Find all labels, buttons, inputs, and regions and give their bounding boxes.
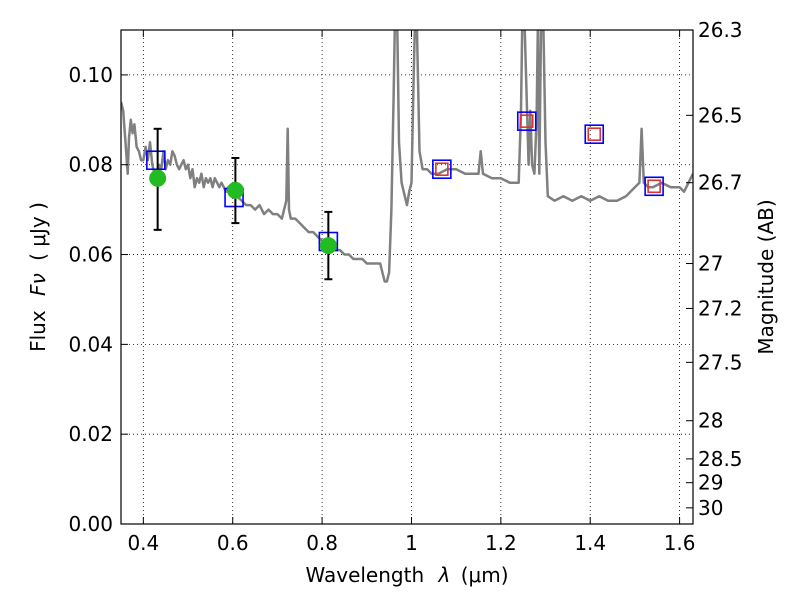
right-axis-label: Magnitude (AB) — [754, 199, 778, 354]
x-tick-label: 0.4 — [127, 531, 159, 555]
model-flux-square — [647, 179, 661, 194]
x-tick-label: 0.8 — [306, 531, 338, 555]
x-axis-label-text: Wavelength — [305, 563, 424, 587]
model-flux-square — [146, 150, 166, 171]
right-tick-label: 28 — [698, 409, 723, 433]
model-flux-square — [519, 114, 534, 128]
y-axis-label-symbol: Fν — [26, 273, 50, 296]
observed-flux-point — [149, 169, 167, 187]
x-tick-label: 1.2 — [485, 531, 517, 555]
y-tick-label: 0.02 — [68, 422, 113, 446]
grid — [121, 30, 693, 525]
model-flux-square — [584, 124, 605, 144]
right-tick-label: 27.2 — [698, 296, 743, 320]
y-axis-label-text: Flux — [26, 310, 50, 352]
y-tick-label: 0.00 — [68, 512, 113, 536]
plot-series — [121, 30, 693, 283]
y-tick-label: 0.04 — [68, 332, 113, 356]
right-tick-label: 27 — [698, 252, 723, 276]
observed-flux-point — [319, 237, 337, 255]
clipped-series — [121, 30, 693, 283]
right-tick-label: 30 — [698, 496, 723, 520]
model-flux-square — [432, 159, 452, 180]
right-tick-label: 26.3 — [698, 18, 743, 42]
axis-ticks: 0.4 0.6 0.8 1 1.2 1.4 1.6 0.00 0.02 0.04 0.06 0.08 0… — [68, 18, 742, 555]
x-tick-label: 1.4 — [574, 531, 606, 555]
spectrum-line — [121, 30, 693, 283]
y-axis-label: Flux Fν ( μJy ) — [26, 202, 50, 352]
x-axis-label: Wavelength λ (μm) — [305, 563, 508, 587]
x-axis-label-unit: (μm) — [461, 563, 509, 587]
y-tick-label: 0.08 — [68, 153, 113, 177]
model-flux-square — [587, 127, 602, 141]
plot-frame — [120, 29, 694, 525]
y-axis-label-unit: ( μJy ) — [26, 202, 50, 261]
model-flux-square — [516, 111, 537, 131]
model-flux-square — [644, 176, 664, 197]
right-tick-label: 28.5 — [698, 447, 743, 471]
right-tick-label: 29 — [698, 471, 723, 495]
x-tick-label: 1 — [405, 531, 418, 555]
x-axis-label-symbol: λ — [438, 563, 451, 587]
y-tick-label: 0.06 — [68, 243, 113, 267]
observed-flux-point — [226, 181, 244, 199]
x-tick-label: 0.6 — [217, 531, 249, 555]
y-tick-label: 0.10 — [68, 63, 113, 87]
right-tick-label: 26.7 — [698, 171, 743, 195]
x-tick-label: 1.6 — [664, 531, 696, 555]
model-flux-square — [435, 162, 449, 177]
right-tick-label: 27.5 — [698, 350, 743, 374]
right-tick-label: 26.5 — [698, 103, 743, 127]
